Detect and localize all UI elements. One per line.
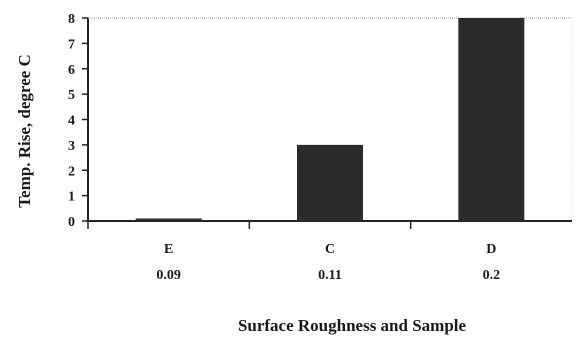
category-sublabel: 0.2 [483,268,501,283]
y-tick-label: 4 [68,114,75,129]
category-label: D [486,242,496,257]
y-tick-label: 7 [68,37,75,52]
y-tick-label: 3 [68,139,75,154]
y-axis-title: Temp. Rise, degree C [15,54,34,207]
y-tick-label: 6 [68,63,75,78]
y-tick-label: 5 [68,88,75,103]
x-axis-title: Surface Roughness and Sample [238,316,467,335]
y-tick-label: 1 [68,190,75,205]
category-sublabel: 0.09 [156,268,181,283]
category-label: C [325,242,335,257]
y-tick-label: 0 [68,215,75,230]
category-label: E [164,242,173,257]
y-axis-ticks: 0 1 2 3 4 5 6 7 8 [68,12,88,230]
y-tick-label: 2 [68,164,75,179]
bar-D [458,18,525,221]
category-sublabel: 0.11 [318,268,342,283]
x-axis-labels: E 0.09 C 0.11 D 0.2 [87,221,501,283]
y-tick-label: 8 [68,12,75,27]
bars [135,18,525,221]
bar-C [297,144,363,221]
bar-E [135,218,202,221]
